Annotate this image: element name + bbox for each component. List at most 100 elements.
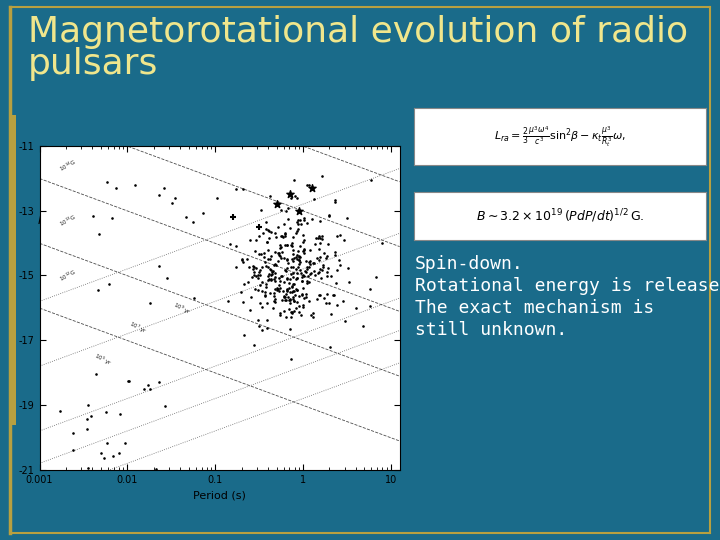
Point <box>292 220 304 229</box>
Point <box>281 285 292 293</box>
Point <box>272 284 284 293</box>
Point <box>318 294 330 302</box>
Point <box>310 271 321 279</box>
Point <box>248 263 260 272</box>
Point <box>302 279 313 288</box>
Point <box>365 285 377 293</box>
Point <box>287 281 298 290</box>
Point <box>278 307 289 315</box>
Point <box>293 260 305 268</box>
Point <box>235 288 247 296</box>
Point <box>264 289 276 298</box>
Point <box>271 233 282 241</box>
Point <box>321 272 333 280</box>
Point <box>299 246 310 254</box>
Point <box>253 315 264 324</box>
Point <box>272 257 284 266</box>
Point <box>276 247 288 256</box>
Point <box>298 302 310 311</box>
Point <box>279 295 291 304</box>
Point <box>238 298 249 306</box>
Point <box>87 212 99 221</box>
Point <box>273 274 284 282</box>
Point <box>296 273 307 281</box>
Point <box>276 253 287 262</box>
Point <box>85 411 96 420</box>
Point <box>261 299 273 308</box>
Point <box>278 253 289 262</box>
Point <box>305 246 316 254</box>
Point <box>297 271 309 279</box>
Point <box>291 304 302 313</box>
Point <box>300 268 312 276</box>
Point <box>294 253 306 261</box>
Point <box>273 249 284 258</box>
Point <box>301 262 312 271</box>
Point <box>298 231 310 240</box>
Point <box>282 255 293 264</box>
Point <box>288 297 300 306</box>
Point <box>296 291 307 300</box>
Point <box>341 214 353 222</box>
Point <box>114 409 126 418</box>
Point <box>282 275 293 284</box>
Point <box>271 200 282 208</box>
Point <box>230 242 241 251</box>
Point <box>294 216 305 225</box>
Point <box>281 256 292 265</box>
Point <box>252 273 264 282</box>
Point <box>343 278 354 287</box>
Point <box>102 439 113 448</box>
Point <box>248 341 260 349</box>
Point <box>300 293 311 301</box>
Point <box>294 258 305 266</box>
Point <box>263 269 274 278</box>
Point <box>312 294 323 303</box>
Text: $10^5$ yr: $10^5$ yr <box>92 352 114 369</box>
Point <box>197 208 209 217</box>
Point <box>316 172 328 180</box>
Point <box>310 233 322 242</box>
Point <box>302 272 314 280</box>
Point <box>269 273 281 281</box>
Point <box>253 268 265 276</box>
Point <box>287 279 298 288</box>
Point <box>153 190 165 199</box>
Point <box>269 260 281 268</box>
Point <box>285 270 297 279</box>
Point <box>92 286 104 294</box>
Point <box>266 274 277 283</box>
Point <box>290 285 302 293</box>
Point <box>145 384 156 393</box>
Point <box>304 278 315 286</box>
Text: $L_{ra} = \frac{2}{3}\frac{\mu^3\omega^4}{c^3}\sin^2\!\beta - \kappa_t\frac{\mu^: $L_{ra} = \frac{2}{3}\frac{\mu^3\omega^4… <box>494 124 626 149</box>
Point <box>237 256 248 265</box>
Point <box>280 267 292 275</box>
Point <box>237 185 248 193</box>
Point <box>181 213 192 222</box>
Point <box>335 231 346 239</box>
Point <box>261 225 272 233</box>
Point <box>315 234 326 242</box>
Point <box>288 287 300 295</box>
Point <box>297 289 308 298</box>
Point <box>271 286 283 294</box>
Point <box>282 287 293 295</box>
Point <box>302 181 313 190</box>
Point <box>266 276 277 285</box>
Point <box>288 176 300 184</box>
Point <box>251 272 262 280</box>
Point <box>314 291 325 299</box>
Point <box>297 284 308 292</box>
Point <box>284 294 296 303</box>
Point <box>330 278 342 287</box>
Point <box>306 184 318 192</box>
Point <box>330 196 341 205</box>
Point <box>332 266 343 274</box>
Point <box>243 263 255 272</box>
Point <box>299 293 310 302</box>
Point <box>68 446 79 454</box>
Point <box>113 448 125 457</box>
Point <box>293 255 305 264</box>
Text: Magnetorotational evolution of radio: Magnetorotational evolution of radio <box>28 15 688 49</box>
